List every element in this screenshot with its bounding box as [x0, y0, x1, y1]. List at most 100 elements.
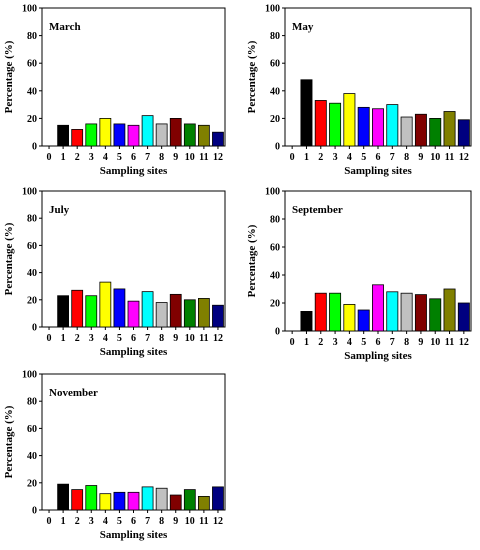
y-tick-label: 40	[27, 451, 37, 462]
y-tick-label: 20	[27, 478, 37, 489]
y-tick-label: 80	[27, 397, 37, 408]
x-tick-label: 6	[131, 333, 136, 344]
y-tick-label: 40	[27, 86, 37, 97]
x-tick-label: 1	[61, 516, 66, 527]
bar-site-4	[343, 93, 356, 147]
y-tick-label: 60	[27, 241, 37, 252]
x-tick-label: 9	[173, 152, 178, 163]
y-tick-label: 0	[32, 506, 37, 517]
chart-title: May	[292, 21, 314, 33]
x-tick-label: 12	[213, 152, 223, 163]
x-tick-label: 12	[213, 516, 223, 527]
y-tick-label: 100	[22, 187, 37, 198]
x-axis-label: Sampling sites	[344, 350, 412, 362]
chart-title: July	[49, 204, 70, 216]
x-tick-label: 4	[103, 333, 108, 344]
bar-site-10	[183, 489, 196, 511]
bar-site-4	[99, 118, 112, 147]
y-tick-label: 0	[275, 327, 280, 338]
x-tick-label: 7	[145, 333, 150, 344]
bar-site-9	[169, 118, 182, 147]
bar-site-12	[457, 119, 470, 147]
x-tick-label: 5	[361, 337, 366, 348]
x-tick-label: 12	[459, 337, 469, 348]
bar-site-8	[155, 123, 168, 147]
bar-site-5	[357, 309, 370, 332]
y-tick-label: 20	[27, 295, 37, 306]
bar-site-1	[300, 79, 313, 147]
y-tick-label: 100	[22, 4, 37, 15]
chart-title: March	[49, 21, 81, 33]
bar-site-11	[197, 298, 210, 328]
bar-site-7	[141, 115, 154, 147]
bar-site-12	[212, 304, 224, 328]
x-tick-label: 1	[304, 337, 309, 348]
x-tick-label: 7	[145, 152, 150, 163]
y-tick-label: 60	[270, 59, 280, 70]
bar-site-4	[343, 303, 356, 332]
bar-site-11	[443, 288, 456, 332]
x-tick-label: 5	[117, 516, 122, 527]
x-tick-label: 0	[290, 337, 295, 348]
chart-title: September	[292, 204, 343, 216]
bar-site-9	[169, 494, 182, 511]
x-tick-label: 1	[304, 152, 309, 163]
x-tick-label: 10	[185, 152, 195, 163]
bar-site-2	[71, 489, 84, 511]
x-tick-label: 11	[445, 152, 454, 163]
bar-site-11	[197, 124, 210, 147]
x-tick-label: 5	[117, 333, 122, 344]
x-tick-label: 6	[376, 152, 381, 163]
y-axis-label: Percentage (%)	[3, 40, 15, 113]
bar-site-7	[141, 486, 154, 511]
x-tick-label: 2	[75, 333, 80, 344]
bar-site-11	[443, 111, 456, 147]
x-tick-label: 4	[347, 337, 352, 348]
bar-site-8	[155, 487, 168, 511]
bar-site-2	[71, 289, 84, 328]
y-tick-label: 0	[275, 142, 280, 153]
y-tick-label: 100	[265, 187, 280, 198]
x-tick-label: 2	[75, 152, 80, 163]
bar-site-10	[429, 298, 442, 332]
x-axis-label: Sampling sites	[100, 529, 168, 541]
bar-site-9	[169, 293, 182, 328]
x-tick-label: 8	[404, 152, 409, 163]
x-tick-label: 6	[376, 337, 381, 348]
x-tick-label: 0	[47, 152, 52, 163]
bar-site-3	[85, 123, 98, 147]
x-tick-label: 11	[445, 337, 454, 348]
x-tick-label: 3	[333, 152, 338, 163]
y-tick-label: 40	[270, 271, 280, 282]
x-tick-label: 9	[173, 516, 178, 527]
bar-site-2	[314, 100, 327, 147]
y-tick-label: 0	[32, 323, 37, 334]
x-tick-label: 11	[199, 333, 208, 344]
y-tick-label: 20	[270, 299, 280, 310]
y-tick-label: 40	[27, 268, 37, 279]
y-tick-label: 80	[27, 214, 37, 225]
bar-site-5	[113, 288, 126, 328]
x-tick-label: 7	[145, 516, 150, 527]
y-tick-label: 100	[22, 370, 37, 381]
x-tick-label: 10	[430, 337, 440, 348]
bar-site-4	[99, 493, 112, 511]
x-tick-label: 2	[318, 152, 323, 163]
x-tick-label: 9	[173, 333, 178, 344]
y-tick-label: 80	[27, 31, 37, 42]
bar-site-1	[57, 124, 70, 147]
y-tick-label: 20	[27, 114, 37, 125]
x-tick-label: 0	[290, 152, 295, 163]
bar-site-3	[329, 102, 342, 147]
x-axis-label: Sampling sites	[100, 165, 168, 177]
x-tick-label: 4	[103, 152, 108, 163]
bar-site-8	[400, 292, 413, 332]
x-tick-label: 6	[131, 152, 136, 163]
y-axis-label: Percentage (%)	[246, 224, 258, 297]
bar-site-2	[314, 292, 327, 332]
bar-site-6	[127, 124, 140, 147]
